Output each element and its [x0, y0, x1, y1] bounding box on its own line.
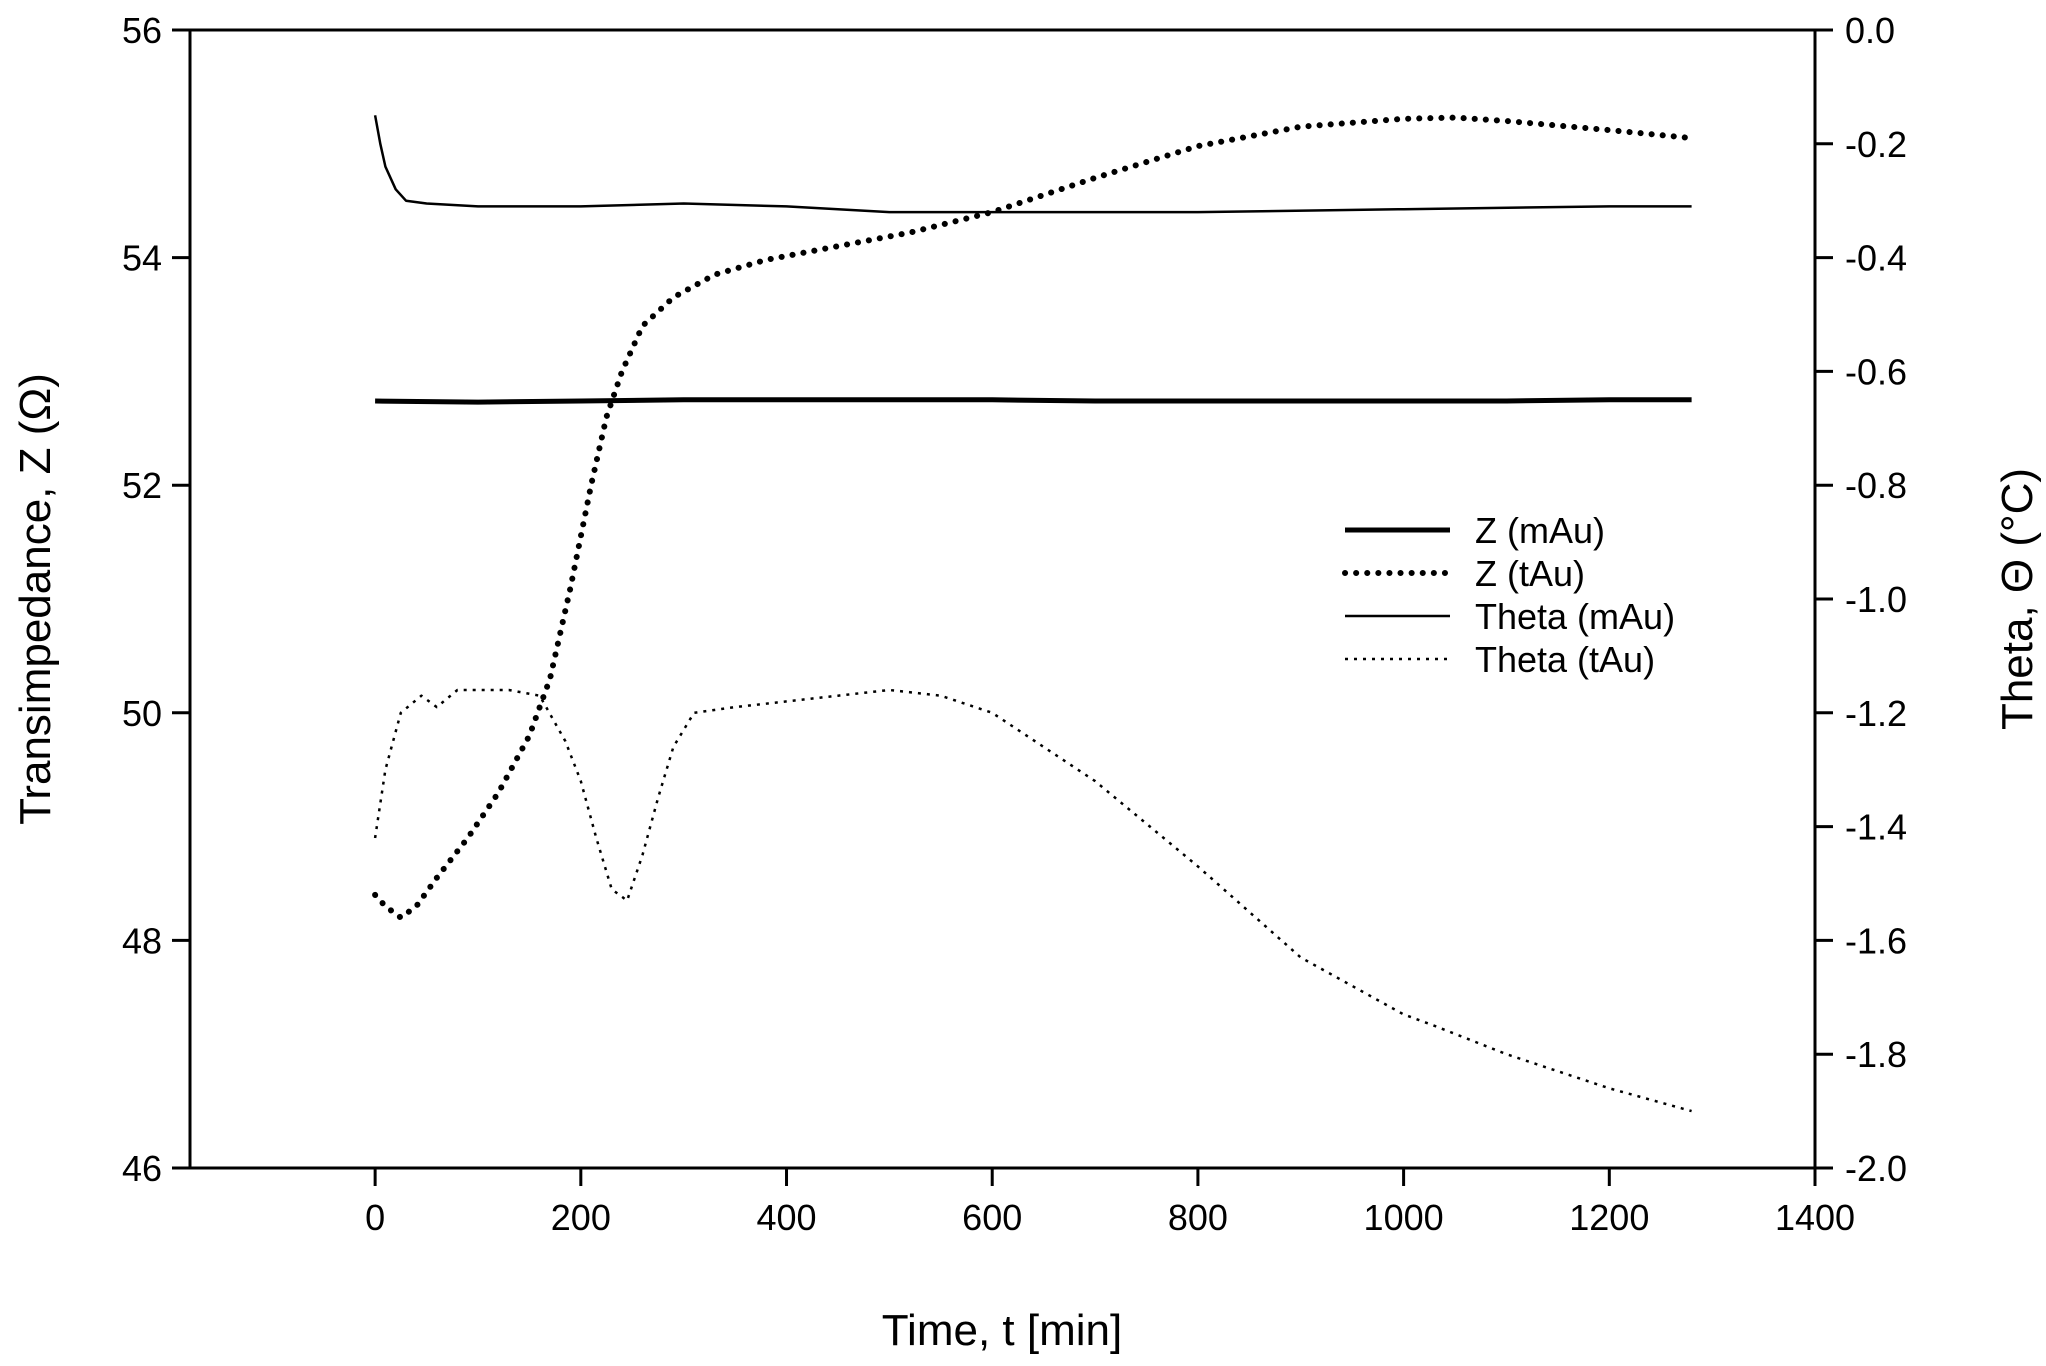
y-left-tick-label: 52: [122, 465, 162, 506]
y-axis-label-left: Transimpedance, Z (Ω): [11, 373, 60, 825]
x-tick-label: 1400: [1775, 1197, 1855, 1238]
x-tick-label: 600: [962, 1197, 1022, 1238]
legend-label: Z (mAu): [1475, 510, 1605, 551]
series-line-theta-mau: [373, 115, 1692, 214]
y-left-tick-label: 46: [122, 1148, 162, 1189]
x-tick-label: 800: [1168, 1197, 1228, 1238]
y-right-tick-label: -1.6: [1845, 920, 1907, 961]
y-right-tick-label: -1.8: [1845, 1034, 1907, 1075]
legend-label: Theta (mAu): [1475, 596, 1675, 637]
legend-label: Theta (tAu): [1475, 639, 1655, 680]
y-right-tick-label: -2.0: [1845, 1148, 1907, 1189]
x-tick-label: 1200: [1569, 1197, 1649, 1238]
plot-area: [372, 114, 1695, 1113]
x-axis-label: Time, t [min]: [882, 1306, 1122, 1355]
y-axis-label-right: Theta, Θ (°C): [1993, 468, 2042, 730]
x-tick-label: 400: [756, 1197, 816, 1238]
x-tick-label: 0: [365, 1197, 385, 1238]
y-left-tick-label: 56: [122, 10, 162, 51]
x-tick-label: 200: [551, 1197, 611, 1238]
y-left-tick-label: 48: [122, 920, 162, 961]
y-right-tick-label: -0.2: [1845, 124, 1907, 165]
axes: 0 200 400 600 800 1000 1200 1400 46 48 50 52 54 56 -2.…: [122, 10, 1907, 1238]
legend: Z (mAu)Z (tAu)Theta (mAu)Theta (tAu): [1342, 510, 1675, 680]
y-right-tick-label: -1.4: [1845, 807, 1907, 848]
legend-label: Z (tAu): [1475, 553, 1585, 594]
y-left-tick-label: 50: [122, 693, 162, 734]
series-line-theta-tau: [373, 688, 1692, 1113]
y-right-tick-label: -0.4: [1845, 238, 1907, 279]
y-right-tick-label: -1.0: [1845, 579, 1907, 620]
y-right-tick-label: -1.2: [1845, 693, 1907, 734]
y-left-tick-label: 54: [122, 238, 162, 279]
y-right-tick-label: -0.6: [1845, 351, 1907, 392]
y-right-tick-label: -0.8: [1845, 465, 1907, 506]
series-line-z-mau: [375, 397, 1692, 405]
series-line-z-tau: [372, 114, 1695, 921]
y-right-tick-label: 0.0: [1845, 10, 1895, 51]
x-tick-label: 1000: [1364, 1197, 1444, 1238]
